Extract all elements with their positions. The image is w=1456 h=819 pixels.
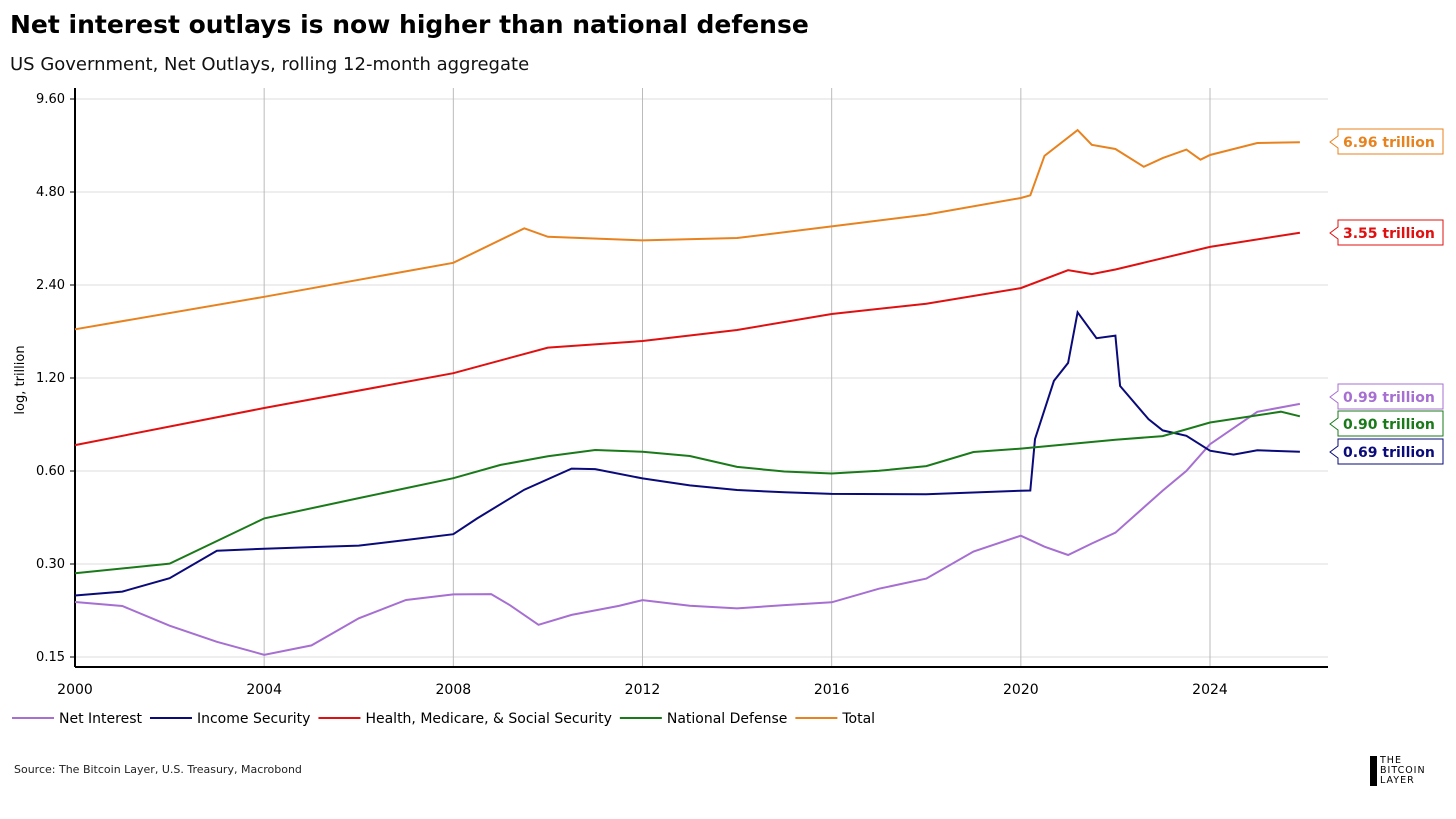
end-label-box xyxy=(1329,128,1444,155)
y-axis-label: log, trillion xyxy=(13,345,28,414)
y-tick-label: 4.80 xyxy=(36,185,65,200)
x-tick-label: 2008 xyxy=(436,682,472,698)
legend-label: Income Security xyxy=(197,711,310,727)
y-tick-label: 1.20 xyxy=(36,371,65,386)
y-tick-label: 0.15 xyxy=(36,650,65,665)
y-tick-label: 0.30 xyxy=(36,557,65,572)
end-label-box xyxy=(1329,219,1444,246)
x-tick-label: 2000 xyxy=(57,682,93,698)
x-tick-label: 2004 xyxy=(246,682,282,698)
chart-title: Net interest outlays is now higher than … xyxy=(10,10,809,39)
x-tick-label: 2020 xyxy=(1003,682,1039,698)
legend-label: Net Interest xyxy=(59,711,142,727)
end-label-box xyxy=(1329,410,1444,437)
end-label-text: 3.55 trillion xyxy=(1343,226,1435,242)
end-label-text: 6.96 trillion xyxy=(1343,135,1435,151)
end-label: 0.69 trillion xyxy=(1329,438,1444,465)
x-tick-label: 2024 xyxy=(1192,682,1228,698)
legend-item: Health, Medicare, & Social Security xyxy=(318,711,612,727)
legend-label: National Defense xyxy=(667,711,788,727)
end-label-text: 0.99 trillion xyxy=(1343,390,1435,406)
legend-item: Income Security xyxy=(149,711,310,727)
series-line-total xyxy=(74,128,1300,331)
end-label-text: 0.69 trillion xyxy=(1343,445,1435,461)
x-tick-label: 2016 xyxy=(814,682,850,698)
series-line-national-defense xyxy=(74,410,1301,575)
legend-item: Net Interest xyxy=(12,711,142,727)
end-label-text: 0.90 trillion xyxy=(1343,417,1435,433)
source-note: Source: The Bitcoin Layer, U.S. Treasury… xyxy=(14,763,302,776)
end-label: 3.55 trillion xyxy=(1329,219,1444,246)
end-label-box xyxy=(1329,438,1444,465)
legend-item: National Defense xyxy=(619,711,788,727)
series-line-income-security xyxy=(74,309,1300,597)
legend-label: Health, Medicare, & Social Security xyxy=(365,711,611,727)
y-tick-label: 0.60 xyxy=(36,464,65,479)
y-tick-label: 2.40 xyxy=(36,278,65,293)
x-tick-label: 2012 xyxy=(625,682,661,698)
end-label: 6.96 trillion xyxy=(1329,128,1444,155)
bitcoin-layer-logo: THE BITCOIN LAYER xyxy=(1370,756,1426,786)
series-line-health-medicare-social-security xyxy=(74,231,1301,447)
end-label-box xyxy=(1329,383,1444,410)
legend-label: Total xyxy=(841,711,875,727)
series-line-net-interest xyxy=(74,402,1301,656)
end-label: 0.90 trillion xyxy=(1329,410,1444,437)
chart-subtitle: US Government, Net Outlays, rolling 12-m… xyxy=(10,54,530,75)
end-label: 0.99 trillion xyxy=(1329,383,1444,410)
legend-item: Total xyxy=(795,711,875,727)
y-tick-label: 9.60 xyxy=(36,92,65,107)
